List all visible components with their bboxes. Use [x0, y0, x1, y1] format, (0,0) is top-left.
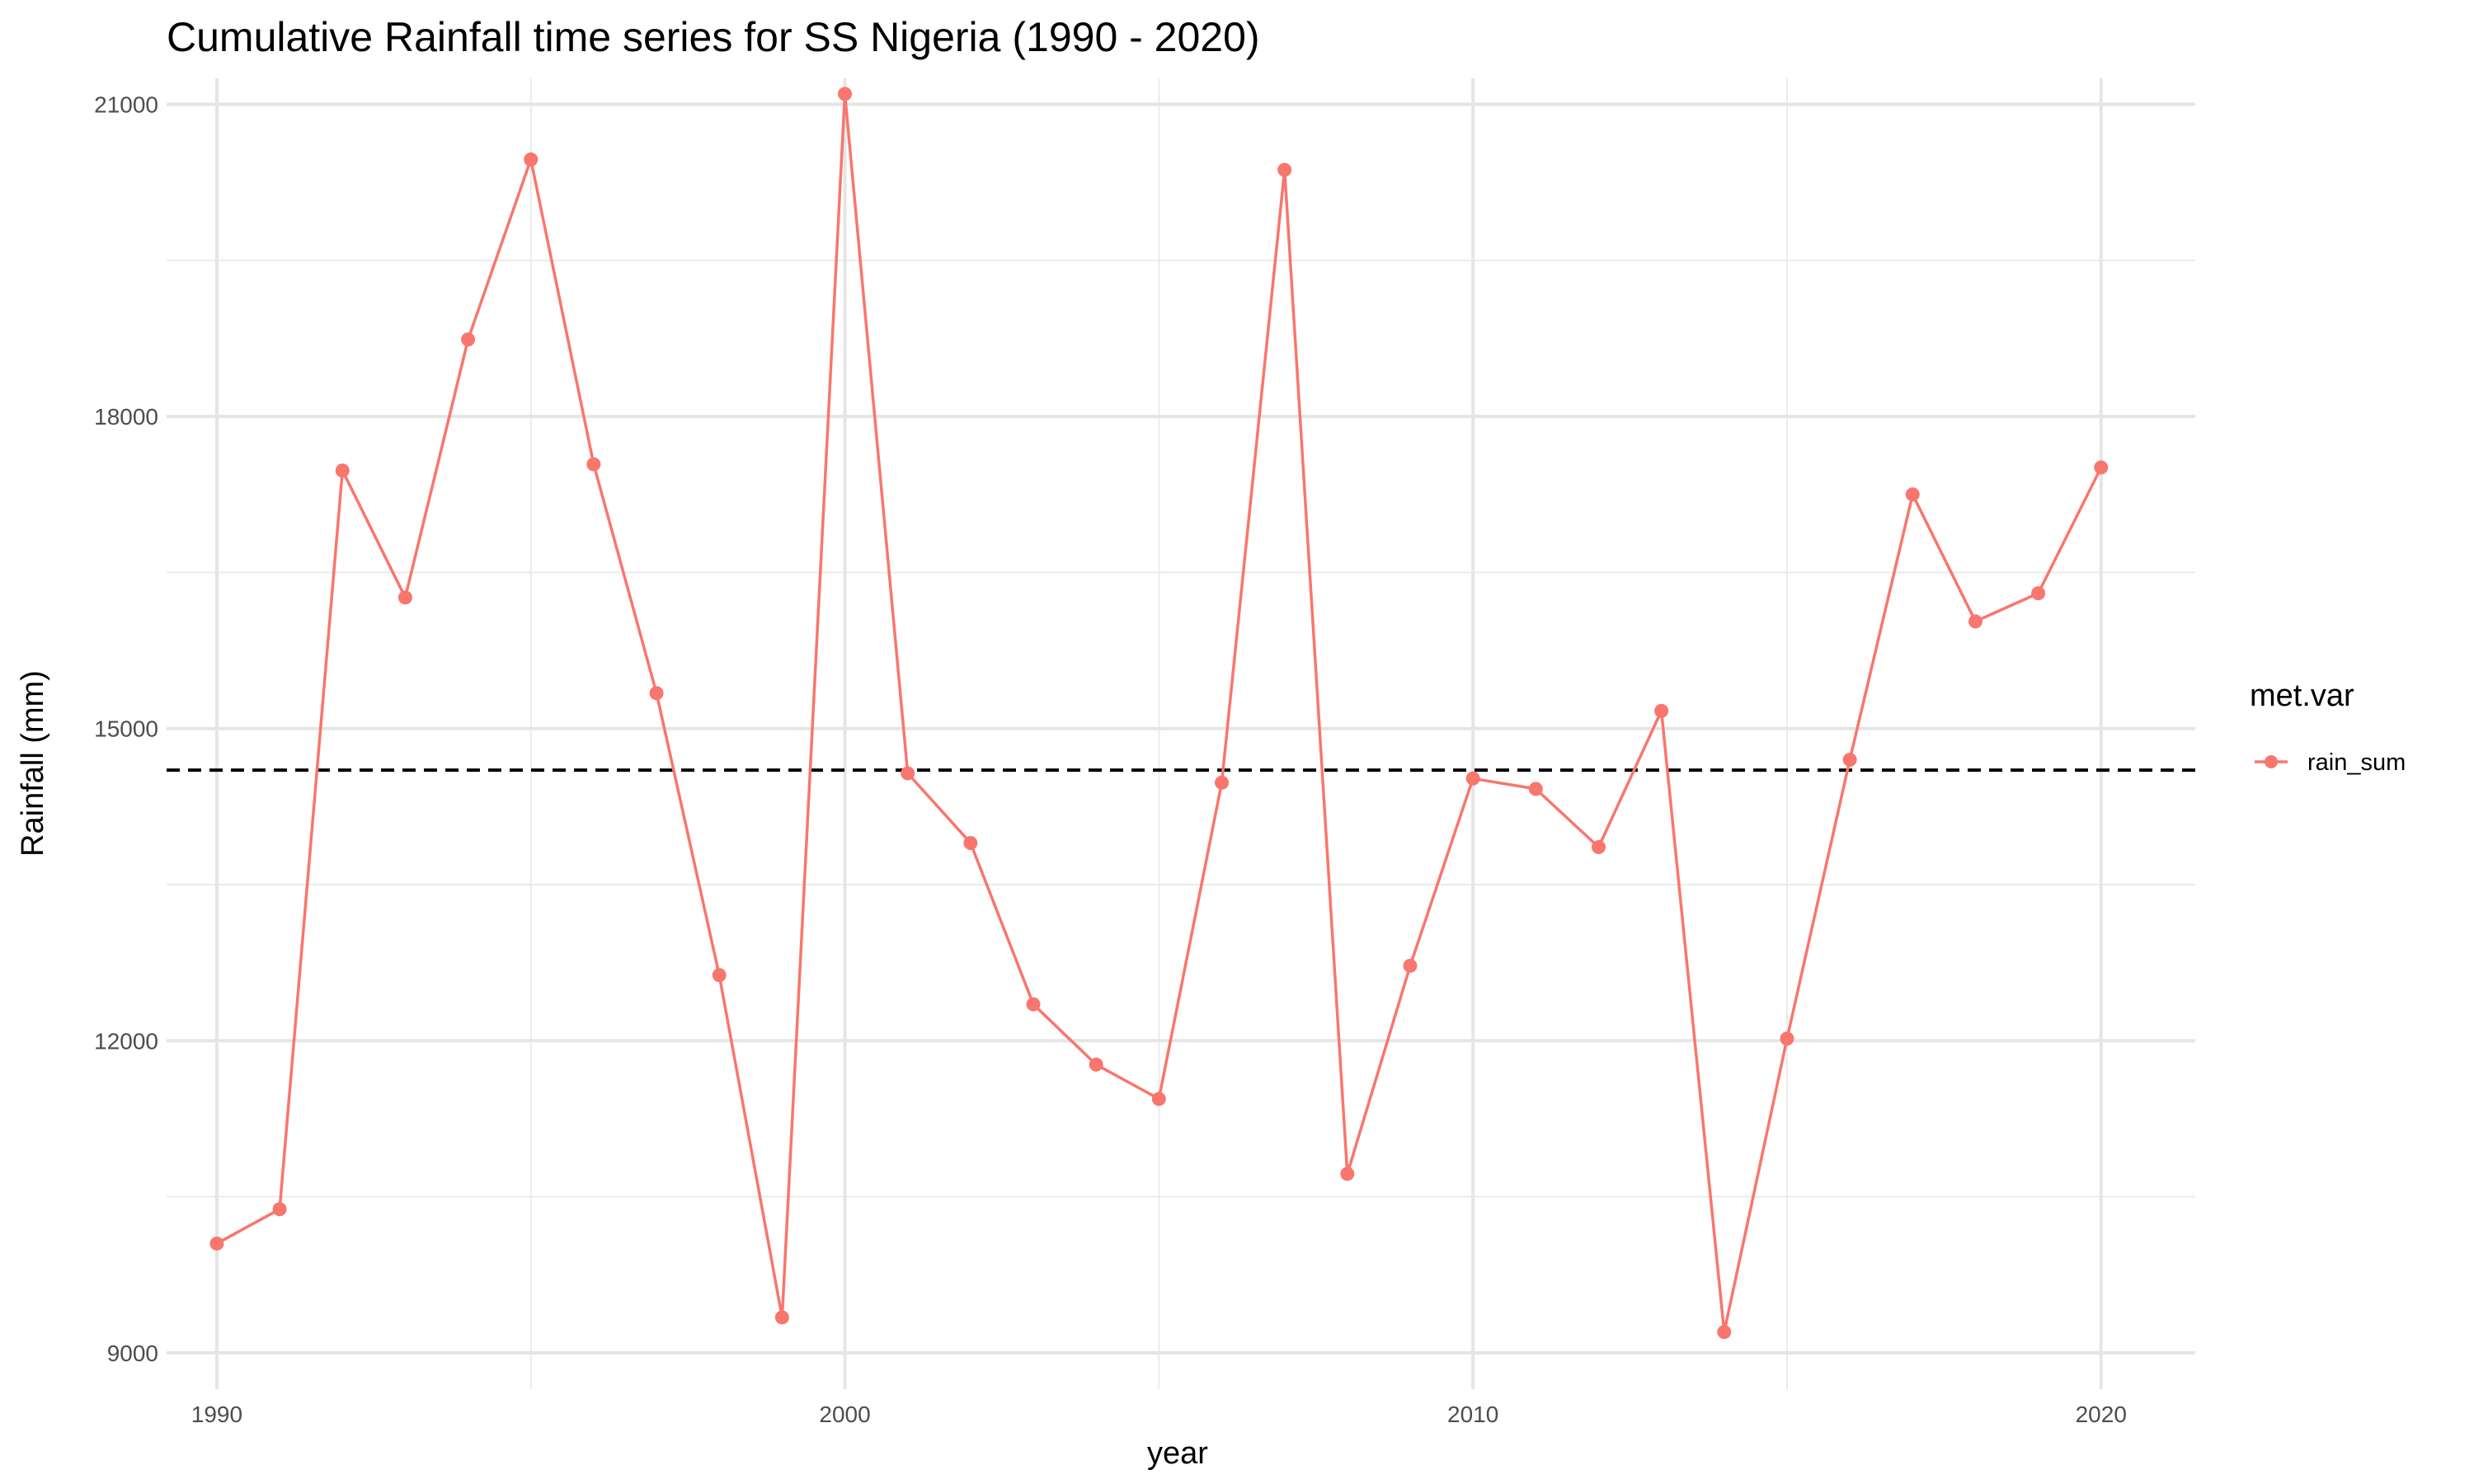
data-point	[1905, 487, 1920, 502]
x-tick-label: 1990	[191, 1402, 242, 1427]
y-tick-label: 15000	[94, 716, 158, 742]
data-point	[2031, 586, 2046, 601]
data-point	[1403, 958, 1418, 973]
x-tick-label: 2020	[2076, 1402, 2127, 1427]
data-point	[1340, 1167, 1355, 1181]
data-point	[1215, 775, 1230, 790]
data-point	[461, 332, 476, 347]
data-point	[2094, 460, 2109, 475]
data-point	[1277, 162, 1292, 177]
data-point	[1026, 997, 1041, 1012]
series-layer	[209, 87, 2109, 1340]
minor-gridlines	[167, 78, 2195, 1389]
legend: met.var rain_sum	[2250, 679, 2406, 776]
y-axis-title: Rainfall (mm)	[16, 670, 50, 857]
data-point	[1780, 1031, 1794, 1046]
data-point	[1842, 753, 1857, 768]
data-point	[209, 1236, 224, 1251]
data-point	[1654, 703, 1669, 718]
data-point	[1591, 840, 1606, 855]
data-point	[397, 590, 412, 605]
x-axis-tick-labels: 1990 2000 2010 2020	[191, 1402, 2127, 1427]
data-point	[524, 152, 539, 167]
data-point	[901, 766, 915, 781]
data-point	[649, 686, 664, 701]
y-tick-label: 21000	[94, 92, 158, 118]
x-axis-title: year	[1147, 1436, 1208, 1471]
data-point	[1968, 614, 1982, 629]
y-axis-tick-labels: 9000 12000 15000 18000 21000	[94, 92, 158, 1366]
legend-key-point	[2265, 755, 2278, 768]
data-point	[712, 968, 727, 983]
legend-title: met.var	[2250, 679, 2354, 713]
data-point	[1151, 1092, 1166, 1106]
data-point	[1528, 782, 1543, 796]
data-point	[963, 836, 978, 850]
data-point	[335, 463, 350, 478]
x-tick-label: 2010	[1447, 1402, 1498, 1427]
legend-label-rain-sum: rain_sum	[2307, 749, 2406, 776]
chart-title: Cumulative Rainfall time series for SS N…	[167, 14, 1260, 60]
data-point	[272, 1202, 287, 1217]
data-point	[1089, 1057, 1103, 1072]
data-point	[586, 457, 601, 472]
y-tick-label: 9000	[107, 1341, 158, 1366]
data-point	[838, 87, 853, 101]
y-tick-label: 12000	[94, 1028, 158, 1054]
x-tick-label: 2000	[819, 1402, 870, 1427]
data-point	[774, 1310, 789, 1325]
data-point	[1465, 771, 1480, 786]
data-point	[1717, 1325, 1732, 1340]
y-tick-label: 18000	[94, 404, 158, 430]
